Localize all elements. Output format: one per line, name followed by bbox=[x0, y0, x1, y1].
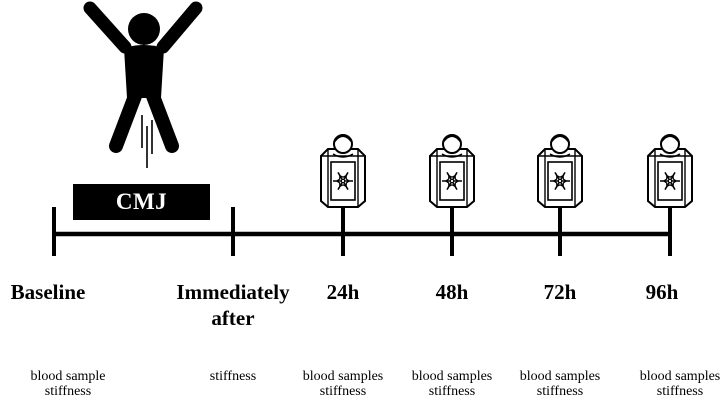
timepoint-label-baseline: Baseline bbox=[11, 279, 86, 305]
cryotherapy-chamber-icon bbox=[537, 134, 583, 208]
measurement-note-immediately-after: stiffness bbox=[210, 369, 256, 384]
snowflake-icon bbox=[442, 171, 462, 191]
jumping-person-icon bbox=[83, 1, 203, 168]
timepoint-label-line: 24h bbox=[326, 280, 360, 304]
timepoint-label-72h: 72h bbox=[544, 279, 577, 305]
measurement-note-line: blood samples bbox=[302, 369, 384, 384]
measurement-note-line: stiffness bbox=[656, 384, 704, 399]
snowflake-icon bbox=[660, 171, 680, 191]
measurement-note-96h: blood samples stiffness bbox=[640, 369, 721, 399]
timepoint-label-line: 48h bbox=[435, 280, 469, 304]
snowflake-icon bbox=[333, 171, 353, 191]
timepoint-label-line: Baseline bbox=[10, 280, 86, 304]
cryotherapy-chamber-icon bbox=[647, 134, 693, 208]
measurement-note-line: blood samples bbox=[411, 369, 493, 384]
timepoint-label-48h: 48h bbox=[436, 279, 469, 305]
measurement-note-48h: blood samples stiffness bbox=[412, 369, 493, 399]
cmj-label: CMJ bbox=[73, 184, 210, 220]
measurement-note-line: blood sample bbox=[30, 369, 106, 384]
measurement-note-line: stiffness bbox=[536, 384, 584, 399]
timepoint-label-line: Immediately bbox=[176, 280, 290, 304]
measurement-note-line: stiffness bbox=[44, 384, 92, 399]
measurement-note-72h: blood samples stiffness bbox=[520, 369, 601, 399]
cryotherapy-chamber-icon bbox=[429, 134, 475, 208]
cmj-text: CMJ bbox=[115, 189, 168, 214]
timepoint-label-line: after bbox=[211, 306, 255, 330]
timepoint-label-96h: 96h bbox=[646, 279, 679, 305]
timepoint-label-24h: 24h bbox=[327, 279, 360, 305]
timepoint-label-line: 72h bbox=[543, 280, 577, 304]
measurement-note-line: blood samples bbox=[639, 369, 721, 384]
cryotherapy-chamber-icon bbox=[320, 134, 366, 208]
measurement-note-line: stiffness bbox=[209, 369, 257, 384]
measurement-note-line: blood samples bbox=[519, 369, 601, 384]
snowflake-icon bbox=[550, 171, 570, 191]
measurement-note-line: stiffness bbox=[428, 384, 476, 399]
timepoint-label-line: 96h bbox=[645, 280, 679, 304]
measurement-note-line: stiffness bbox=[319, 384, 367, 399]
measurement-note-baseline: blood sample stiffness bbox=[30, 369, 105, 399]
timepoint-label-immediately-after: Immediately after bbox=[176, 279, 289, 331]
measurement-note-24h: blood samples stiffness bbox=[303, 369, 384, 399]
